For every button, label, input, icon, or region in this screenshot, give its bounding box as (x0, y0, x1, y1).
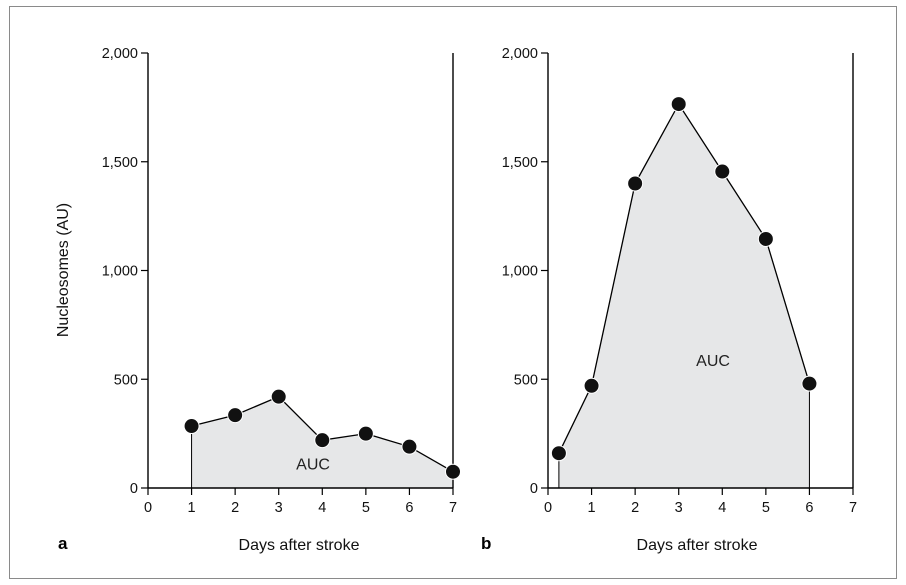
x-tick-label: 2 (631, 500, 639, 516)
data-point (583, 377, 600, 394)
data-point (357, 425, 374, 442)
figure-border (9, 6, 897, 579)
auc-area (558, 104, 810, 489)
x-tick-label: 3 (275, 500, 283, 516)
x-tick-label: 2 (231, 500, 239, 516)
x-tick-label: 4 (318, 500, 326, 516)
data-point (757, 230, 774, 247)
x-tick-label: 5 (362, 500, 370, 516)
x-tick-label: 7 (849, 500, 857, 516)
y-tick-label: 500 (514, 372, 538, 388)
data-point (445, 463, 461, 480)
y-tick-label: 1,500 (102, 155, 138, 171)
chart-panel-a: Nucleosomes (AU) Days after stroke a 050… (55, 46, 461, 554)
data-point (714, 163, 731, 180)
data-point (270, 388, 287, 405)
y-tick-label: 1,500 (502, 155, 538, 171)
panel-label-b: b (481, 534, 491, 553)
x-tick-label: 7 (449, 500, 457, 516)
data-point (183, 418, 200, 435)
y-tick-label: 2,000 (102, 46, 138, 62)
x-axis-title-b: Days after stroke (637, 537, 758, 554)
y-axis-title-a: Nucleosomes (AU) (55, 203, 72, 337)
x-tick-label: 1 (188, 500, 196, 516)
x-tick-label: 0 (144, 500, 152, 516)
auc-annotation: AUC (696, 353, 730, 370)
data-point (314, 432, 331, 449)
x-tick-label: 4 (718, 500, 726, 516)
y-tick-label: 1,000 (102, 264, 138, 280)
y-tick-label: 0 (130, 481, 138, 497)
x-tick-label: 6 (405, 500, 413, 516)
data-point (401, 438, 418, 455)
y-tick-label: 0 (530, 481, 538, 497)
panel-label-a: a (58, 534, 68, 553)
y-tick-label: 500 (114, 372, 138, 388)
auc-annotation: AUC (296, 457, 330, 474)
data-point (801, 375, 818, 392)
x-tick-label: 0 (544, 500, 552, 516)
y-tick-label: 2,000 (502, 46, 538, 62)
x-tick-label: 6 (805, 500, 813, 516)
data-point (627, 175, 644, 192)
y-tick-label: 1,000 (502, 264, 538, 280)
data-point (550, 445, 567, 462)
data-point (227, 407, 244, 424)
x-axis-title-a: Days after stroke (239, 537, 360, 554)
x-tick-label: 3 (675, 500, 683, 516)
x-tick-label: 1 (588, 500, 596, 516)
data-point (670, 96, 687, 113)
x-tick-label: 5 (762, 500, 770, 516)
chart-panel-b: Days after stroke b 0 500 1,000 1,500 2,000 0… (481, 46, 857, 554)
